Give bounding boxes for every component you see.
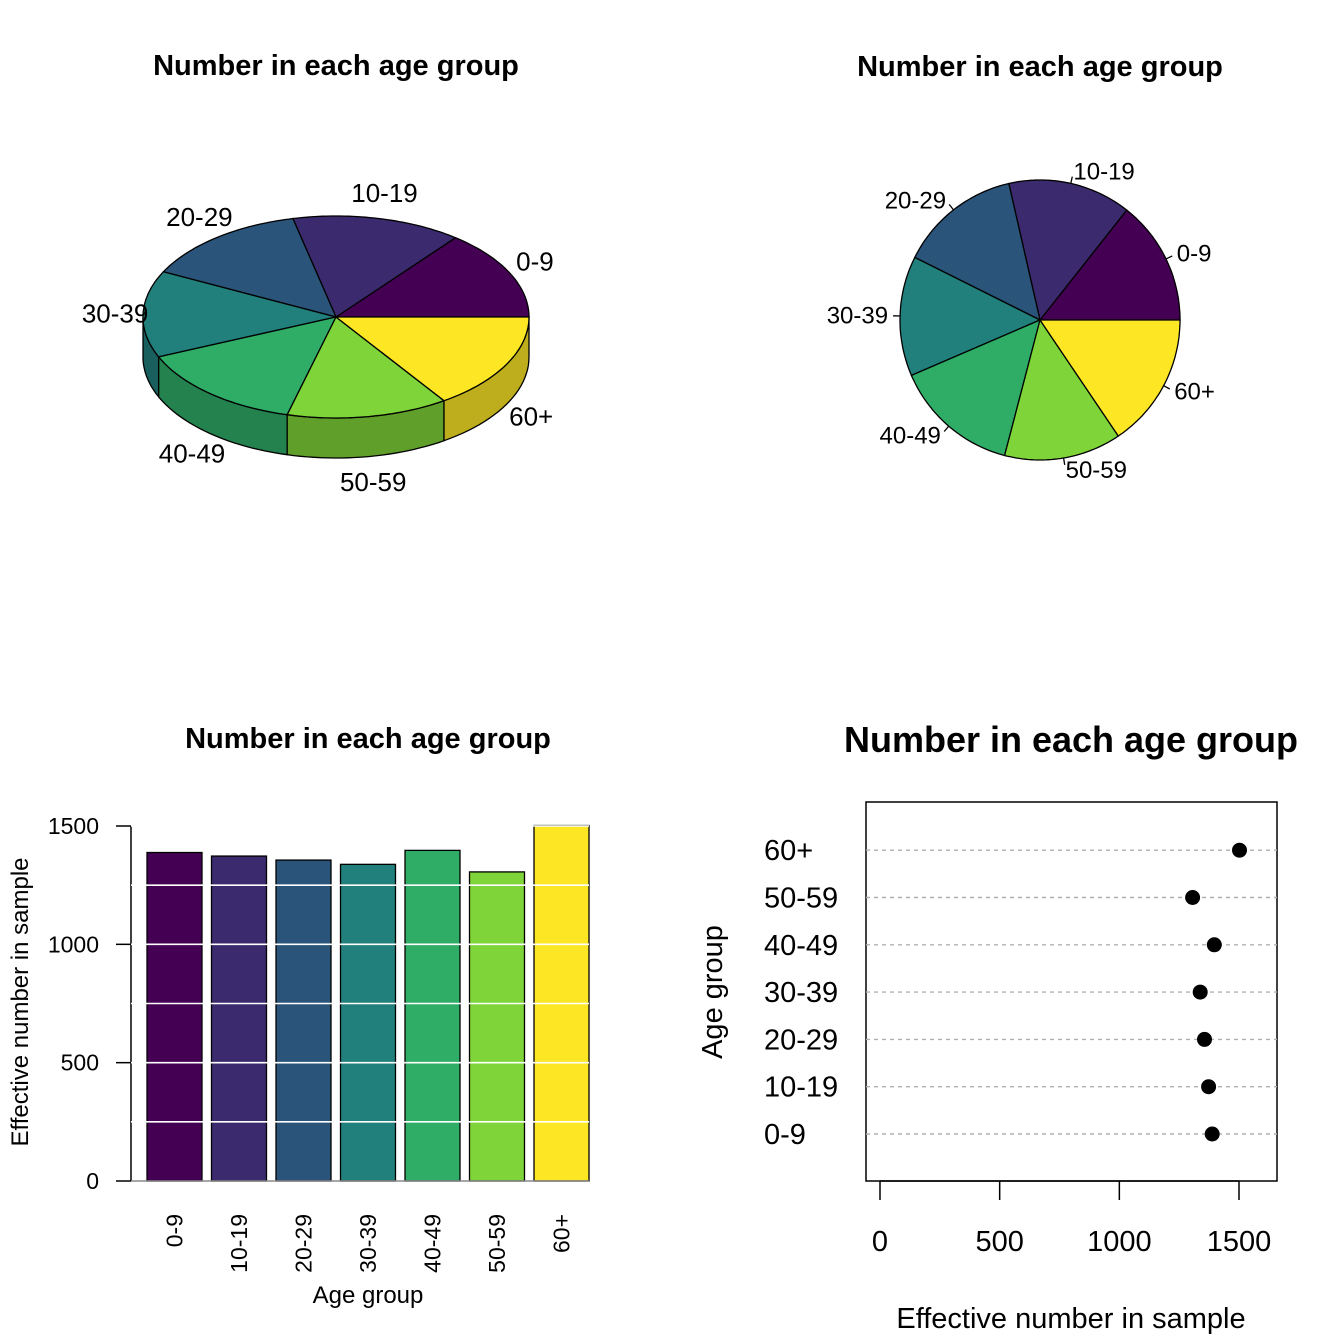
- dot-y-label: 30-39: [764, 977, 838, 1009]
- dot-points: [1185, 842, 1247, 1142]
- dot-y-label: 60+: [764, 835, 813, 867]
- bar-x-tick-label: 60+: [549, 1214, 575, 1253]
- pie-label: 50-59: [1066, 457, 1127, 484]
- pie-panel: Number in each age group 0-9 10-19 20-29 30…: [827, 51, 1223, 484]
- dot-x-tick-label: 1000: [1087, 1226, 1152, 1258]
- bar-title: Number in each age group: [185, 723, 551, 755]
- dot-plot-frame: [865, 801, 1278, 1182]
- dot-0-9: [1204, 1126, 1220, 1142]
- pie3d-labels: 0-9 10-19 20-29 30-39 40-49 50-59 60+: [82, 178, 554, 497]
- bar-50-59: [468, 871, 526, 1182]
- bar-x-tick-label: 50-59: [484, 1214, 510, 1273]
- bar-0-9: [146, 851, 203, 1182]
- pie-label-tick: [943, 425, 950, 432]
- bar-y-axis: 0 500 1000 1500: [48, 813, 132, 1194]
- pie-label: 0-9: [1177, 241, 1212, 268]
- bar-x-tick-label: 20-29: [291, 1214, 317, 1273]
- pie-title: Number in each age group: [857, 51, 1223, 83]
- pie-label: 60+: [1174, 378, 1215, 405]
- dot-30-39: [1192, 984, 1208, 1000]
- pie-labels: 0-9 10-19 20-29 30-39 40-49 50-59 60+: [827, 159, 1215, 484]
- pie-label: 10-19: [1073, 159, 1134, 186]
- dot-ylabel: Age group: [697, 925, 729, 1059]
- dot-y-label: 50-59: [764, 883, 838, 915]
- dot-y-label: 20-29: [764, 1024, 838, 1056]
- dot-panel: Number in each age group Effective numbe…: [697, 719, 1298, 1335]
- pie-label: 30-39: [827, 303, 888, 330]
- bar-x-tick-label: 30-39: [355, 1214, 381, 1273]
- pie-label-tick: [1165, 255, 1173, 260]
- pie-label-tick: [1062, 457, 1066, 466]
- pie3d-slice-50-59: [286, 316, 446, 419]
- pie3d-slice-0-9: [333, 236, 530, 318]
- pie3d-top: [142, 215, 530, 419]
- pie-label-tick: [948, 203, 955, 211]
- pie3d-slice-20-29: [162, 217, 338, 318]
- pie-label: 20-29: [885, 188, 946, 215]
- bar-y-tick-label: 500: [61, 1050, 99, 1076]
- pie-label: 40-49: [880, 422, 941, 449]
- pie3d-title: Number in each age group: [153, 50, 519, 82]
- pie-label-tick: [1163, 385, 1171, 390]
- bar-y-tick-label: 1000: [48, 931, 99, 957]
- pie-slices: [899, 179, 1181, 461]
- dot-20-29: [1197, 1031, 1212, 1047]
- dot-x-axis: 0 500 1000 1500: [872, 1180, 1272, 1258]
- bar-panel: Number in each age group Age group Effec…: [7, 723, 590, 1309]
- bar-grid: [131, 825, 589, 1182]
- dot-10-19: [1201, 1079, 1217, 1095]
- pie3d-label: 30-39: [82, 298, 149, 328]
- pie3d-label: 50-59: [340, 467, 407, 497]
- bar-30-39: [339, 863, 397, 1182]
- pie3d-label: 20-29: [166, 202, 233, 232]
- dot-40-49: [1206, 937, 1222, 953]
- pie3d-slice-40-49: [157, 316, 338, 416]
- dot-x-tick-label: 500: [975, 1226, 1023, 1258]
- pie3d-panel: Number in each age group 0-9 10-19 20-29 30…: [82, 50, 554, 497]
- dot-y-label: 0-9: [764, 1119, 806, 1151]
- dot-y-label: 10-19: [764, 1072, 838, 1104]
- bar-ylabel: Effective number in sample: [7, 857, 34, 1146]
- pie3d-slice-10-19: [291, 215, 457, 318]
- pie3d-label: 40-49: [159, 438, 226, 468]
- dot-title: Number in each age group: [844, 719, 1298, 760]
- pie3d-slice-60+: [334, 316, 530, 402]
- pie3d-label: 60+: [509, 402, 553, 432]
- dot-50-59: [1185, 890, 1201, 905]
- pie3d-slice-30-39: [142, 271, 337, 358]
- dot-60+: [1232, 842, 1247, 858]
- bar-x-ticks: 0-9 10-19 20-29 30-39 40-49 50-59 60+: [162, 1214, 575, 1273]
- bar-y-tick-label: 1500: [48, 813, 99, 839]
- dot-xlabel: Effective number in sample: [896, 1303, 1245, 1335]
- dot-x-tick-label: 1500: [1207, 1226, 1272, 1258]
- bar-x-tick-label: 10-19: [226, 1214, 252, 1273]
- pie3d-label: 0-9: [516, 247, 554, 277]
- dot-x-tick-label: 0: [872, 1226, 888, 1258]
- bar-40-49: [404, 849, 461, 1182]
- bar-y-tick-label: 0: [86, 1168, 99, 1194]
- dot-grid: [866, 849, 1277, 1135]
- bar-xlabel: Age group: [313, 1282, 424, 1309]
- pie3d-label: 10-19: [351, 178, 418, 208]
- bar-20-29: [275, 859, 332, 1182]
- dot-y-labels: 0-9 10-19 20-29 30-39 40-49 50-59 60+: [764, 835, 838, 1151]
- pie-label-tick: [1070, 176, 1073, 184]
- bar-x-tick-label: 40-49: [420, 1214, 446, 1273]
- dot-y-label: 40-49: [764, 930, 838, 962]
- bar-x-tick-label: 0-9: [162, 1214, 188, 1247]
- bar-10-19: [210, 855, 268, 1182]
